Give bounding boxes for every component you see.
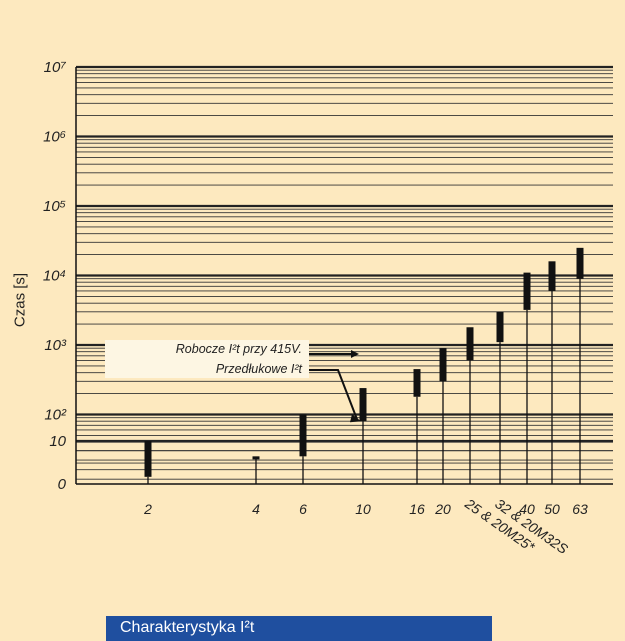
x-tick-label: 2: [143, 501, 152, 517]
y-tick-label: 0: [58, 476, 67, 493]
annotation-label: Robocze I²t przy 415V.: [176, 342, 302, 356]
y-tick-label: 10⁶: [43, 129, 66, 146]
y-axis-label-wrap: Czas [s]: [0, 270, 40, 330]
caption-bar: Charakterystyka I²t: [106, 616, 492, 641]
x-tick-label: 6: [299, 501, 307, 517]
caption-text: Charakterystyka I²t: [120, 619, 255, 636]
y-tick-label: 10⁵: [43, 198, 66, 215]
annotation-arrowhead: [350, 414, 361, 423]
range-bar: [413, 369, 421, 397]
chart: 0 10 10² 10³ 10⁴ 10⁵ 10⁶ 10⁷ 2 4 6 10 16 20 25 & 20M25…: [0, 59, 613, 557]
annotation-arrowhead: [351, 350, 359, 358]
range-bar: [359, 388, 367, 422]
annotation-label: Przedłukowe I²t: [216, 362, 303, 376]
y-tick-label: 10⁷: [44, 59, 67, 76]
range-bar: [439, 348, 447, 382]
range-bar: [466, 327, 474, 361]
range-bar: [576, 247, 584, 279]
y-tick-label: 10³: [44, 337, 67, 354]
x-tick-label: 63: [572, 501, 588, 517]
y-tick-label: 10: [49, 433, 66, 450]
x-tick-label: 4: [252, 501, 260, 517]
x-tick-label: 16: [409, 501, 425, 517]
x-tick-label: 20: [434, 501, 451, 517]
annotation-arrow: [309, 369, 358, 420]
range-bar: [252, 456, 260, 460]
range-bar: [144, 441, 152, 477]
y-tick-label: 10⁴: [43, 268, 66, 285]
y-axis-label: Czas [s]: [11, 272, 29, 328]
range-bar: [496, 311, 504, 343]
x-tick-label: 10: [355, 501, 371, 517]
annotation-box: [105, 340, 309, 378]
x-tick-label: 50: [544, 501, 560, 517]
x-tick-label: 40: [519, 501, 535, 517]
range-bar: [523, 272, 531, 310]
range-bar: [299, 414, 307, 457]
y-tick-label: 10²: [44, 407, 67, 424]
range-bar: [548, 261, 556, 291]
